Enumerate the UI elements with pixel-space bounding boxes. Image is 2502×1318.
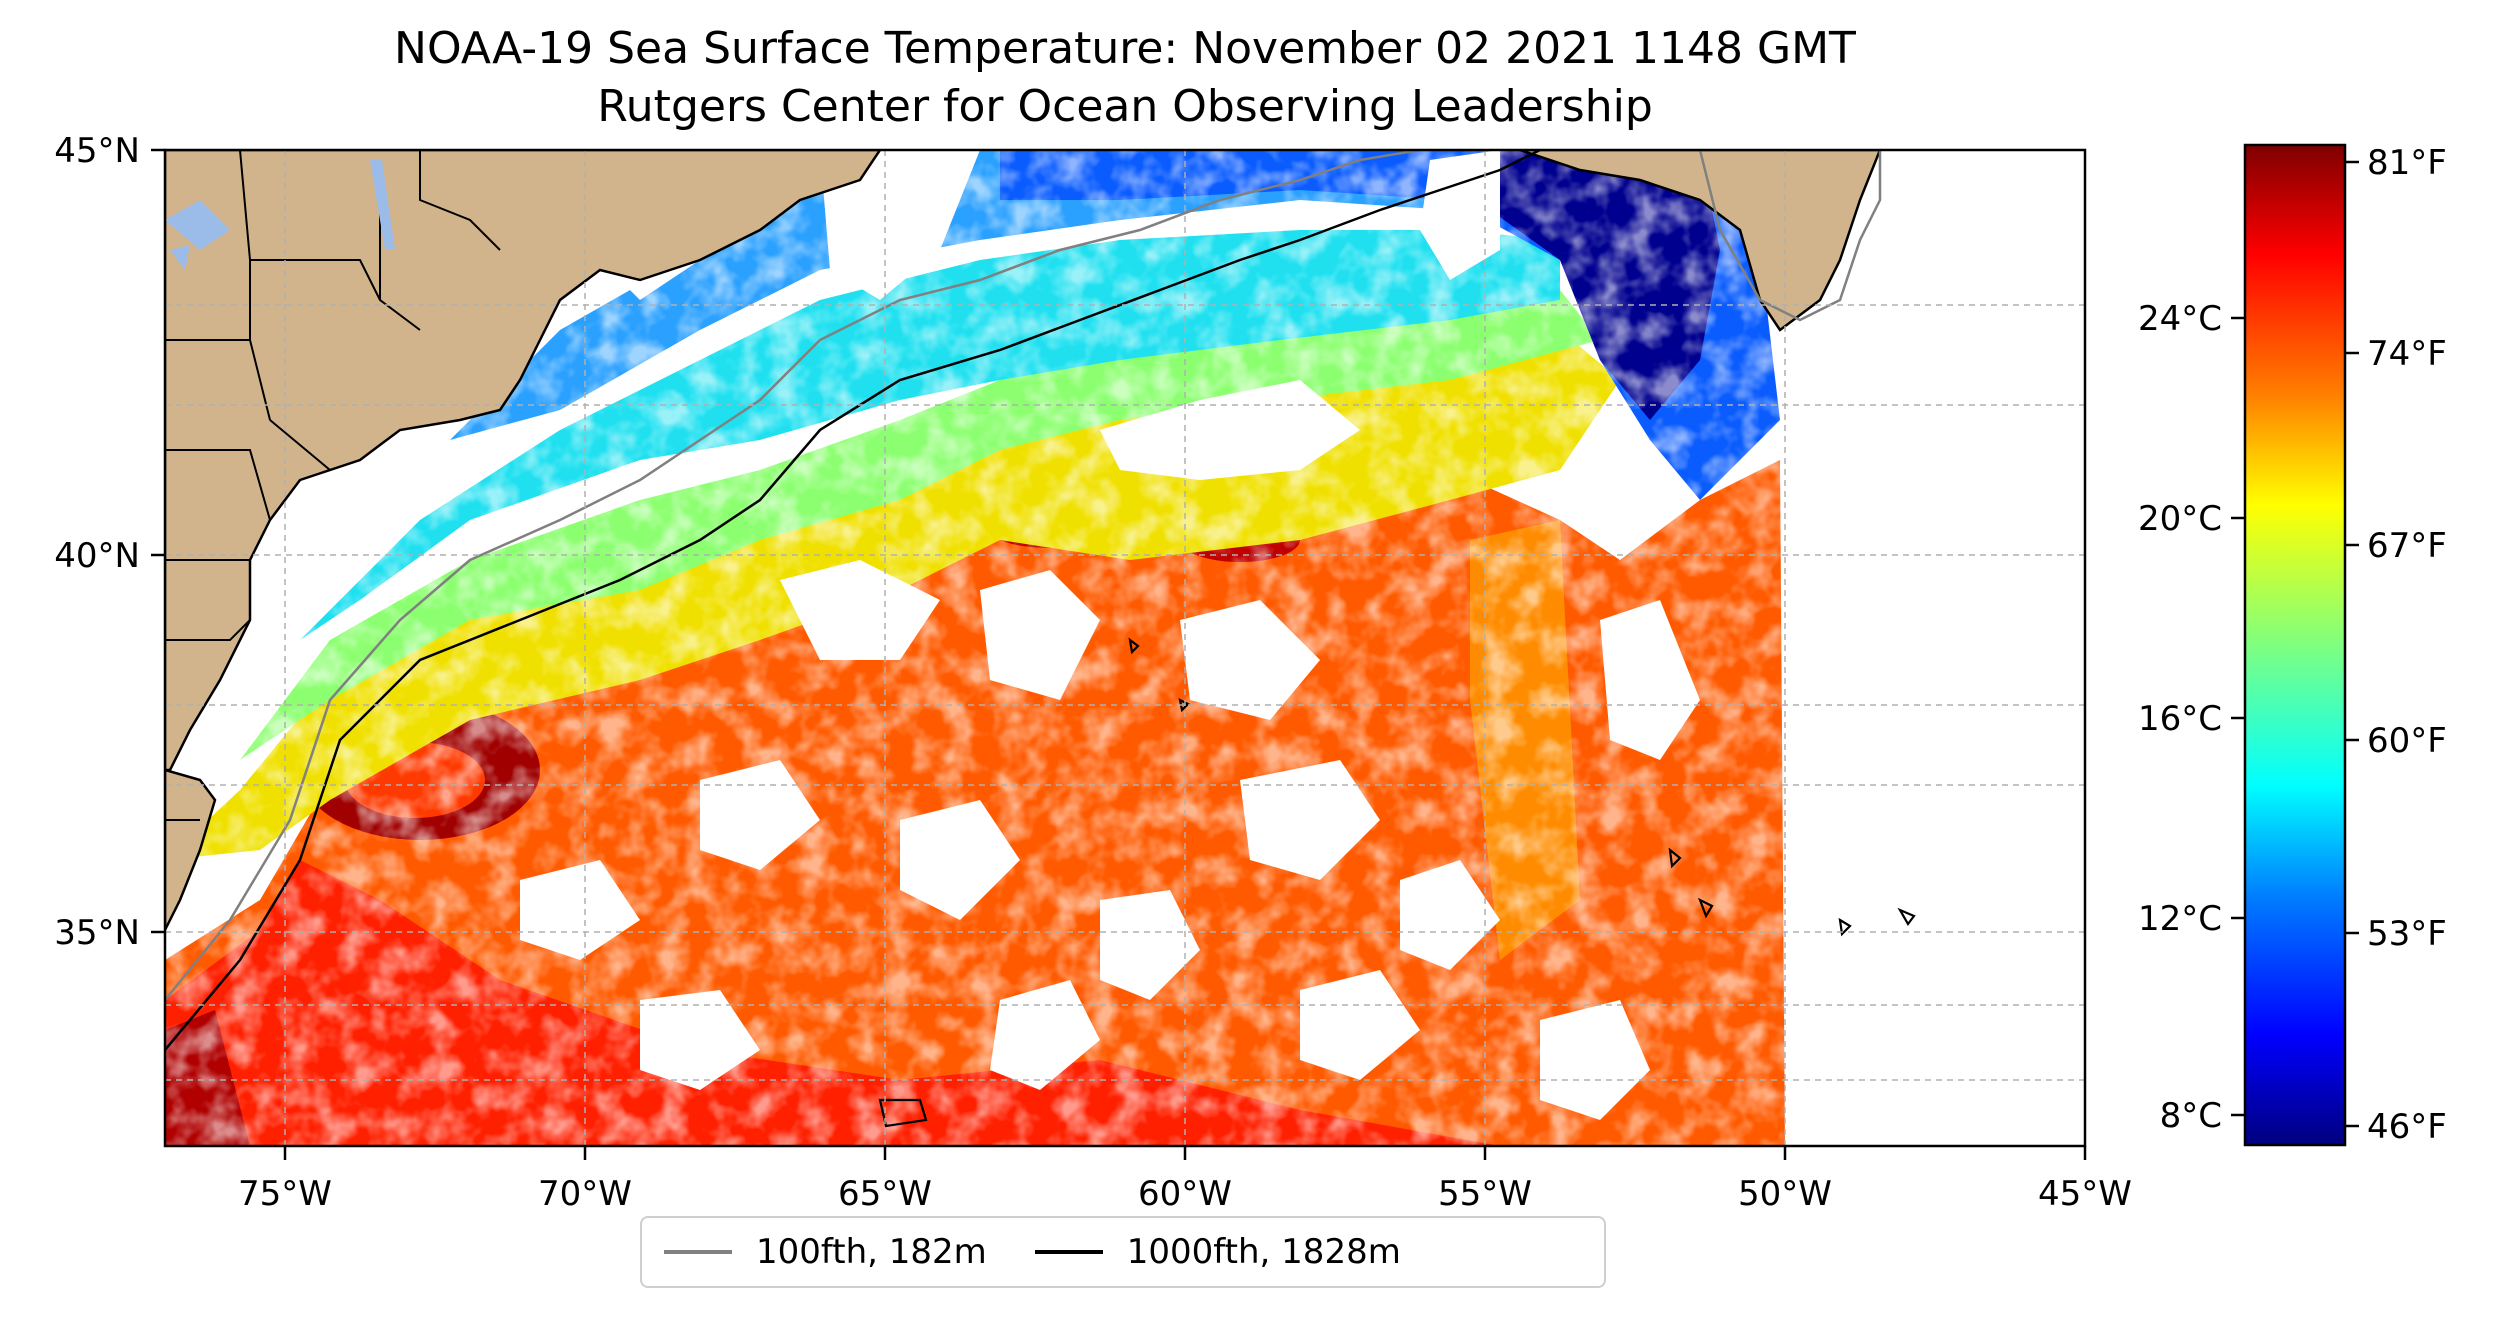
map-legend: 100fth, 182m 1000fth, 1828m xyxy=(640,1216,1606,1288)
x-tick-label-1: 70°W xyxy=(538,1174,632,1214)
x-tick-label-5: 50°W xyxy=(1738,1174,1832,1214)
map-axis-ticks xyxy=(151,148,2087,1160)
colorbar-fahrenheit-label-4: 53°F xyxy=(2367,914,2447,954)
seamounts xyxy=(878,637,1916,1128)
isobath-100fth xyxy=(165,150,1882,1001)
colorbar-celsius-label-0: 24°C xyxy=(2138,299,2222,339)
colorbar-fahrenheit-label-1: 74°F xyxy=(2367,334,2447,374)
legend-line-black-icon xyxy=(1034,1250,1103,1254)
y-tick-label-2: 35°N xyxy=(54,913,140,953)
colorbar-fahrenheit-label-0: 81°F xyxy=(2367,143,2447,183)
colorbar-celsius-label-4: 8°C xyxy=(2160,1096,2222,1136)
legend-item-100fth: 100fth, 182m xyxy=(664,1232,987,1272)
colorbar-fahrenheit-label-3: 60°F xyxy=(2367,721,2447,761)
colorbar-celsius-label-3: 12°C xyxy=(2138,899,2222,939)
colorbar-fahrenheit-label-2: 67°F xyxy=(2367,526,2447,566)
land-nova-scotia xyxy=(1519,150,1882,332)
x-tick-label-6: 45°W xyxy=(2038,1174,2132,1214)
legend-line-gray-icon xyxy=(664,1250,732,1254)
x-tick-label-3: 60°W xyxy=(1138,1174,1232,1214)
state-borders xyxy=(165,150,501,821)
x-tick-label-2: 65°W xyxy=(838,1174,932,1214)
x-tick-label-4: 55°W xyxy=(1438,1174,1532,1214)
legend-label-1000fth: 1000fth, 1828m xyxy=(1126,1232,1401,1272)
y-tick-label-0: 45°N xyxy=(54,131,140,171)
legend-label-100fth: 100fth, 182m xyxy=(756,1232,987,1272)
colorbar-ticks xyxy=(2231,160,2359,1128)
map-frame xyxy=(163,148,2087,1148)
x-tick-label-0: 75°W xyxy=(238,1174,332,1214)
map-subtitle: Rutgers Center for Ocean Observing Leade… xyxy=(597,81,1653,132)
colorbar-fahrenheit-label-5: 46°F xyxy=(2367,1107,2447,1147)
map-title: NOAA-19 Sea Surface Temperature: Novembe… xyxy=(394,23,1856,74)
legend-item-1000fth: 1000fth, 1828m xyxy=(1034,1232,1401,1272)
land-carolinas xyxy=(165,768,217,931)
lakes xyxy=(165,160,395,270)
colorbar-celsius-label-1: 20°C xyxy=(2138,499,2222,539)
colorbar-celsius-label-2: 16°C xyxy=(2138,699,2222,739)
map-gridlines xyxy=(165,150,2085,1146)
colorbar xyxy=(2243,143,2347,1147)
y-tick-label-1: 40°N xyxy=(54,536,140,576)
map-area xyxy=(165,150,2085,1146)
